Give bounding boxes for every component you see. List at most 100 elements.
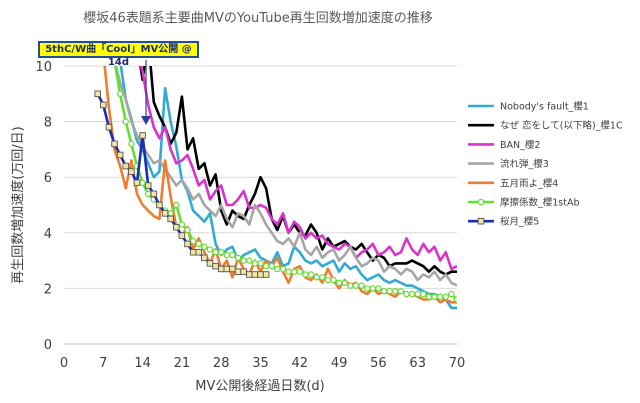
data-point (341, 279, 348, 287)
series-2 (139, 66, 457, 271)
annotation-arrow (141, 60, 151, 125)
legend-item: 摩擦係数_櫻1stAb (468, 197, 580, 209)
data-point (144, 182, 152, 189)
x-tick-label: 42 (292, 356, 309, 371)
data-point (206, 246, 214, 253)
data-point (330, 276, 337, 284)
x-tick-label: 14 (134, 356, 151, 371)
data-point (156, 201, 163, 209)
data-point (251, 260, 259, 267)
y-tick-label: 10 (35, 60, 52, 75)
x-tick-label: 35 (252, 356, 269, 371)
data-point (324, 276, 332, 284)
data-point (335, 279, 343, 287)
data-point (425, 293, 433, 300)
data-point (347, 282, 354, 289)
y-tick-label: 4 (44, 227, 52, 242)
data-point (217, 265, 225, 273)
data-point (201, 254, 208, 262)
data-point (363, 285, 371, 292)
data-point (223, 251, 231, 259)
data-point (448, 290, 455, 298)
data-point (408, 290, 416, 298)
data-point (380, 287, 388, 295)
data-point (240, 268, 247, 275)
x-tick-label: 49 (331, 356, 348, 371)
data-point (246, 271, 253, 278)
data-point (313, 274, 320, 281)
y-axis-label: 再生回数増加速度(万回/日) (10, 126, 26, 284)
data-point (195, 240, 202, 248)
data-point (184, 226, 191, 234)
legend: Nobody's fault_櫻1 なぜ 恋をして(以下略)_櫻1C BAN_櫻2 流… (468, 101, 623, 228)
y-tick-label: 8 (44, 116, 52, 131)
data-point (319, 274, 326, 281)
y-tick-labels: 0 2 4 6 8 10 (35, 60, 52, 353)
data-point (262, 262, 270, 270)
data-point (420, 290, 427, 298)
legend-item: 流れ弾_櫻3 (468, 158, 549, 170)
data-point (201, 243, 208, 250)
legend-label: 桜月_櫻5 (500, 216, 539, 228)
x-tick-label: 0 (60, 356, 68, 371)
series-layer (94, 66, 457, 310)
series-3 (114, 66, 457, 287)
data-point (234, 254, 242, 262)
legend-item: なぜ 恋をして(以下略)_櫻1C (468, 120, 623, 132)
data-point (111, 140, 118, 148)
series-line (119, 66, 457, 310)
data-point (414, 290, 421, 298)
y-tick-label: 0 (44, 338, 52, 353)
data-point (128, 140, 135, 148)
data-point (212, 262, 219, 270)
data-point (234, 268, 242, 275)
series-6 (94, 90, 270, 278)
data-point (206, 260, 214, 267)
y-tick-label: 2 (44, 282, 52, 297)
data-point (189, 237, 197, 245)
data-point (274, 265, 281, 273)
y-tick-label: 6 (44, 171, 52, 186)
data-point (279, 265, 287, 273)
data-point (302, 271, 309, 278)
data-point (94, 90, 101, 98)
data-point (246, 257, 253, 264)
data-point (290, 268, 298, 275)
data-point (240, 257, 247, 264)
data-point (178, 232, 186, 239)
legend-item: Nobody's fault_櫻1 (468, 101, 589, 113)
data-point (223, 265, 231, 273)
data-point (128, 168, 135, 175)
x-tick-label: 21 (174, 356, 191, 371)
series-line (139, 66, 457, 271)
data-point (116, 151, 124, 159)
x-tick-label: 70 (449, 356, 466, 371)
annotation-callout: 5thC/W曲「Cool」MV公開 @ 14d (38, 41, 199, 68)
data-point (139, 132, 146, 139)
x-tick-label: 63 (409, 356, 426, 371)
legend-label: 流れ弾_櫻3 (500, 158, 549, 170)
data-point (358, 282, 365, 289)
data-point (212, 249, 219, 256)
data-point (453, 296, 457, 303)
data-point (184, 240, 191, 248)
data-point (122, 118, 129, 125)
data-point (436, 293, 444, 300)
legend-label: 摩擦係数_櫻1stAb (500, 197, 580, 209)
data-point (145, 190, 152, 198)
data-point (268, 262, 275, 270)
data-point (167, 210, 174, 217)
data-point (403, 290, 410, 298)
x-tick-label: 56 (370, 356, 387, 371)
series-0 (119, 66, 457, 310)
legend-item: 五月雨よ_櫻4 (468, 177, 558, 189)
series-line (103, 66, 457, 304)
data-point (262, 271, 270, 278)
data-point (386, 287, 393, 295)
data-point (442, 293, 449, 300)
chart-title: 櫻坂46表題系主要曲MVのYouTube再生回数増加速度の推移 (83, 10, 433, 26)
data-point (285, 268, 292, 275)
data-point (296, 268, 303, 275)
x-tick-label: 7 (99, 356, 107, 371)
